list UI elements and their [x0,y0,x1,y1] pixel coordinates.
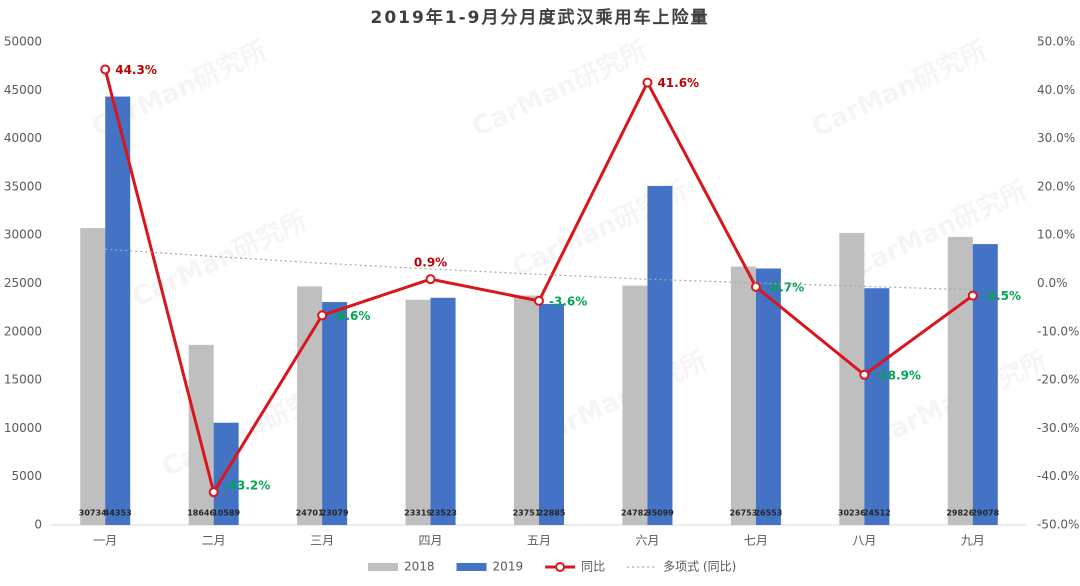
chart-title: 2019年1-9月分月度武汉乘用车上险量 [370,7,709,28]
bar [405,299,431,525]
legend-label: 2019 [493,560,524,574]
y2-tick-label: -50.0% [1037,518,1079,532]
bar-value-label: 24782 [621,509,649,518]
line-value-label: -43.2% [224,479,271,493]
bar [839,232,865,526]
legend-label: 同比 [581,560,605,574]
bar-value-label: 26753 [729,509,757,518]
y2-tick-label: 0.0% [1037,276,1068,290]
line-value-label: -18.9% [874,368,921,382]
y-tick-label: 25000 [4,276,42,290]
bar-value-label: 30236 [838,509,866,518]
bar-value-label: 30734 [79,509,107,518]
line-marker [208,487,219,498]
line-marker [642,77,653,88]
bar [539,303,564,525]
y2-tick-label: 50.0% [1037,35,1075,49]
line-value-label: -0.7% [766,280,804,294]
y-tick-label: 30000 [4,228,42,242]
bar-value-label: 29826 [946,509,974,518]
legend-swatch [368,563,398,571]
x-tick-label: 二月 [202,534,226,548]
bar [647,185,673,525]
bar [514,295,539,525]
x-tick-label: 四月 [419,534,443,548]
bar-value-label: 44353 [104,509,132,518]
line-marker [750,281,761,292]
bar-value-label: 23319 [404,509,432,518]
line-value-label: 44.3% [115,63,157,77]
bar [755,268,781,525]
y2-tick-label: 30.0% [1037,131,1075,145]
line-value-label: -3.6% [549,294,587,308]
watermark: CarMan研究所 [807,35,992,143]
bar-value-label: 23079 [321,509,349,518]
bar [622,285,648,525]
bar-value-label: 24701 [296,509,324,518]
y-tick-label: 50000 [4,35,42,49]
watermark: CarMan研究所 [847,175,1032,283]
x-tick-label: 六月 [635,534,659,548]
y-tick-label: 10000 [4,421,42,435]
legend-swatch [555,562,566,572]
line-marker [317,310,328,321]
line-marker [100,64,111,75]
bar [947,236,973,525]
y-tick-label: 40000 [4,131,42,145]
line-marker [967,290,978,301]
bar [730,266,756,525]
y-tick-label: 20000 [4,324,42,338]
bar [188,344,214,525]
y2-tick-label: -10.0% [1037,324,1079,338]
y2-tick-label: 10.0% [1037,228,1075,242]
line-value-label: -2.5% [983,289,1021,303]
y-tick-label: 0 [34,518,42,532]
x-tick-label: 九月 [961,534,985,548]
bar [972,244,998,526]
legend-swatch [456,563,487,571]
bar [864,288,890,525]
bar [322,302,348,525]
bar-value-label: 29078 [971,509,999,518]
y-tick-label: 45000 [4,83,42,97]
bar-value-label: 23523 [429,509,457,518]
line-value-label: 41.6% [657,76,699,90]
bar-value-label: 23751 [513,509,541,518]
line-marker [859,369,870,380]
bar-value-label: 22885 [538,509,566,518]
bar-value-label: 35099 [646,509,674,518]
bar [105,96,131,525]
y-tick-label: 15000 [4,373,42,387]
bar [80,228,106,525]
line-marker [425,274,436,285]
y-tick-label: 5000 [11,469,42,483]
y2-tick-label: 40.0% [1037,83,1075,97]
x-tick-label: 五月 [527,534,551,548]
y2-tick-label: -40.0% [1037,469,1079,483]
y2-tick-label: -20.0% [1037,373,1079,387]
bar-value-label: 24512 [863,509,891,518]
bar [430,297,456,525]
legend-label: 多项式 (同比) [663,560,736,574]
x-tick-label: 一月 [93,534,117,548]
x-tick-label: 三月 [310,534,334,548]
bar [297,286,323,525]
line-value-label: -6.6% [332,309,370,323]
line-marker [534,295,544,306]
y2-tick-label: 20.0% [1037,179,1075,193]
bar-value-label: 18646 [187,509,215,518]
y-tick-label: 35000 [4,179,42,193]
bar-value-label: 10589 [212,509,240,518]
y2-tick-label: -30.0% [1037,421,1079,435]
x-tick-label: 八月 [852,534,876,548]
x-tick-label: 七月 [744,534,768,548]
bar-value-label: 26553 [754,509,782,518]
line-value-label: 0.9% [414,256,447,270]
legend-label: 2018 [404,560,435,574]
